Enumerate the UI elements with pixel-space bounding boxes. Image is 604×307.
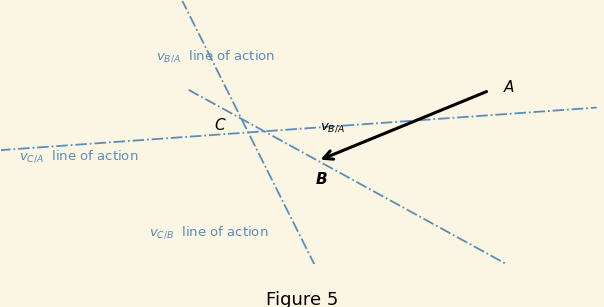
Text: $v_{B/A}$  line of action: $v_{B/A}$ line of action xyxy=(156,48,275,64)
Text: $v_{C/A}$  line of action: $v_{C/A}$ line of action xyxy=(19,149,139,165)
Text: Figure 5: Figure 5 xyxy=(266,291,338,307)
Text: $v_{C/B}$  line of action: $v_{C/B}$ line of action xyxy=(149,224,268,240)
Text: B: B xyxy=(316,172,328,187)
Text: A: A xyxy=(504,80,515,95)
Text: $v_{B/A}$: $v_{B/A}$ xyxy=(320,121,345,134)
Text: C: C xyxy=(215,118,225,133)
